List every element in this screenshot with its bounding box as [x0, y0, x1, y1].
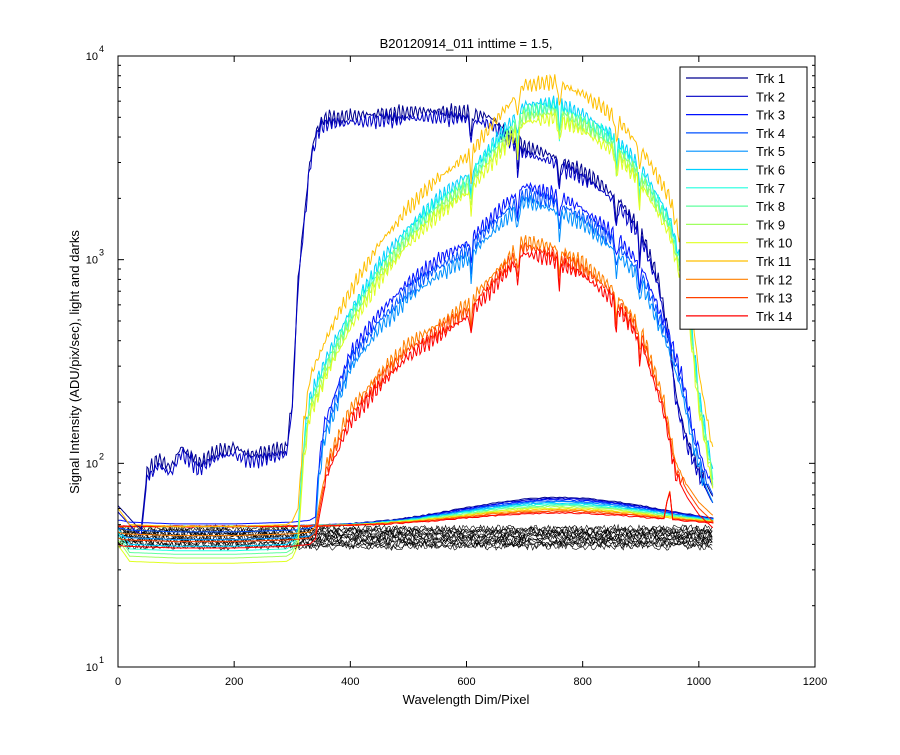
y-tick-label-exponent: 2: [99, 451, 104, 461]
legend-label: Trk 7: [756, 181, 785, 196]
legend-label: Trk 6: [756, 163, 785, 178]
legend: Trk 1 Trk 2 Trk 3 Trk 4 Trk 5 Trk 6 Trk 7 Trk 8…: [679, 66, 808, 330]
legend-box: [679, 66, 808, 330]
y-tick-label-exponent: 3: [99, 248, 104, 258]
legend-label: Trk 9: [756, 217, 785, 232]
y-tick-label-base: 10: [86, 662, 98, 674]
legend-label: Trk 14: [756, 309, 792, 324]
legend-label: Trk 11: [756, 254, 791, 269]
y-tick-label-base: 10: [86, 458, 98, 470]
legend-label: Trk 1: [756, 71, 785, 86]
series-line-trk-10: [118, 111, 714, 564]
x-tick-label: 1000: [687, 676, 711, 688]
series-line-trk-12: [118, 235, 714, 537]
dark-trace-13: [118, 525, 713, 535]
x-tick-label: 400: [341, 676, 359, 688]
legend-label: Trk 4: [756, 126, 785, 141]
series-line-trk-11: [118, 73, 714, 527]
series-line-trk-8: [118, 103, 714, 555]
series-line-trk-1: [118, 103, 714, 530]
legend-label: Trk 3: [756, 108, 785, 123]
legend-label: Trk 12: [756, 272, 792, 287]
series-line-trk-9: [118, 107, 714, 559]
x-tick-label: 1200: [803, 676, 827, 688]
chart-title: B20120914_011 inttime = 1.5,: [380, 36, 553, 51]
series-line-trk-2: [118, 110, 714, 536]
series-line-trk-3: [118, 181, 714, 525]
x-tick-label: 600: [457, 676, 475, 688]
y-tick-label-base: 10: [86, 51, 98, 63]
legend-label: Trk 2: [756, 89, 785, 104]
x-tick-label: 200: [225, 676, 243, 688]
legend-label: Trk 10: [756, 236, 792, 251]
legend-label: Trk 8: [756, 199, 785, 214]
series-line-trk-7: [118, 98, 714, 552]
series-line-trk-5: [118, 195, 714, 541]
series-line-trk-13: [118, 241, 714, 543]
y-tick-label-base: 10: [86, 255, 98, 267]
y-tick-label-exponent: 1: [99, 655, 104, 665]
legend-label: Trk 5: [756, 144, 785, 159]
y-tick-label-exponent: 4: [99, 44, 104, 54]
x-tick-label: 800: [573, 676, 591, 688]
series-line-trk-14: [118, 249, 714, 549]
legend-label: Trk 13: [756, 291, 792, 306]
dark-trace-14: [118, 523, 713, 533]
x-tick-label: 0: [115, 676, 121, 688]
x-axis-label: Wavelength Dim/Pixel: [403, 692, 530, 707]
y-axis-label: Signal Intensity (ADU/pix/sec), light an…: [67, 230, 82, 494]
